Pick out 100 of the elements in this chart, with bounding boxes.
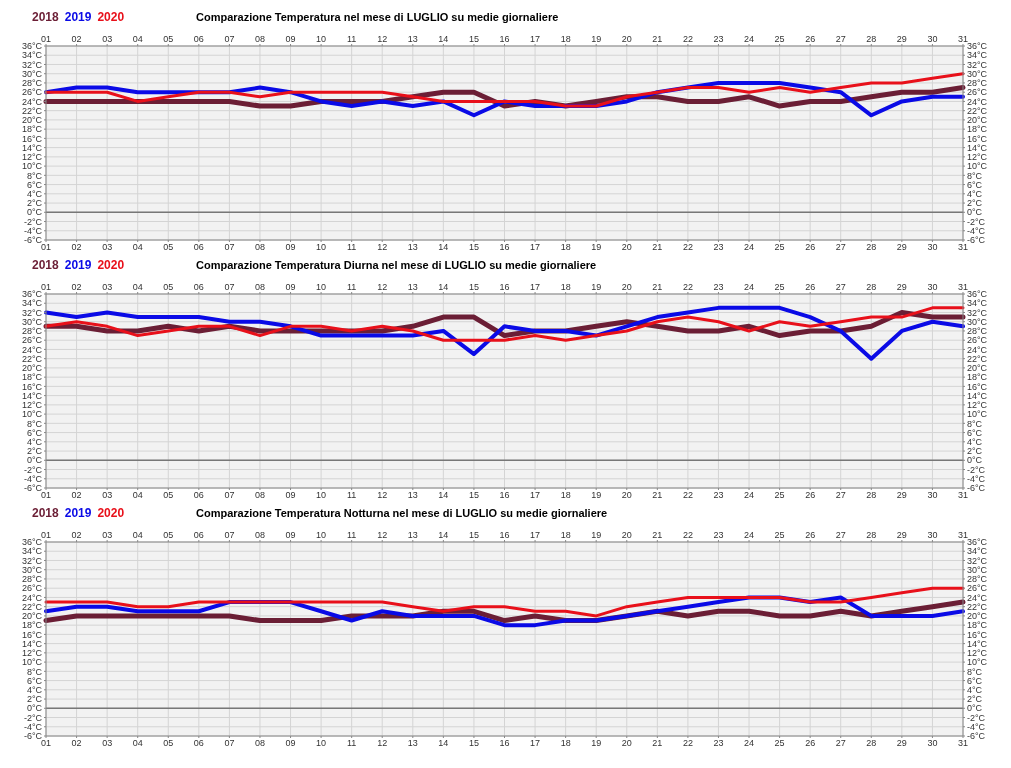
category-label: 20: [621, 490, 632, 501]
y2-tick-label: 24°C: [967, 96, 988, 107]
x-tick-label: 28: [866, 34, 877, 44]
x-tick-label: 16: [499, 282, 510, 292]
x-tick-label: 11: [346, 530, 357, 540]
y2-tick-label: 36°C: [967, 289, 988, 300]
category-label: 03: [102, 490, 113, 501]
y2-tick-label: 16°C: [967, 629, 988, 640]
text: 2018: [32, 10, 59, 24]
chart-title: Comparazione Temperatura Notturna nel mese di LUGLIO su medie giornaliere: [196, 507, 608, 519]
y-tick-label: 10°C: [21, 409, 43, 420]
y2-tick-label: 20°C: [967, 363, 988, 374]
text: 2019: [64, 258, 92, 272]
category-label: 16: [499, 242, 510, 253]
y2-tick-label: 26°C: [967, 583, 988, 594]
category-label: 18: [560, 738, 571, 749]
y-tick-label: 18°C: [21, 372, 43, 383]
y-tick-label: 8°C: [26, 170, 43, 181]
y-tick-label: 16°C: [21, 629, 43, 640]
category-label: 14: [438, 738, 449, 749]
category-label: 30: [927, 490, 938, 501]
category-label: 15: [468, 490, 479, 501]
category-label: 05: [163, 490, 174, 501]
y2-tick-label: 2°C: [967, 694, 983, 705]
category-label: 30: [927, 242, 938, 253]
category-label: 13: [407, 490, 418, 501]
category-label: 28: [866, 738, 877, 749]
category-label: 09: [285, 242, 296, 253]
category-label: 23: [713, 738, 724, 749]
x-tick-label: 17: [530, 530, 541, 540]
category-label: 02: [71, 242, 82, 253]
chart-title: Comparazione Temperatura nel mese di LUGLIO su medie giornaliere: [196, 11, 559, 23]
x-tick-label: 06: [193, 34, 204, 44]
x-tick-label: 23: [713, 34, 724, 44]
category-label: 11: [346, 490, 357, 501]
x-tick-label: 12: [377, 530, 388, 540]
category-label: 19: [591, 242, 602, 253]
category-label: 24: [744, 242, 755, 253]
y2-tick-label: 18°C: [967, 372, 988, 383]
category-label: 16: [499, 738, 510, 749]
y2-tick-label: -2°C: [967, 216, 986, 227]
y-tick-label: 16°C: [21, 381, 43, 392]
x-tick-label: 13: [407, 530, 418, 540]
x-tick-label: 15: [468, 282, 479, 292]
y2-tick-label: 12°C: [967, 648, 988, 659]
text: 2020: [97, 10, 125, 24]
x-tick-label: 15: [468, 530, 479, 540]
y2-tick-label: 32°C: [967, 59, 988, 70]
y2-tick-label: 8°C: [967, 170, 983, 181]
x-tick-label: 26: [805, 34, 816, 44]
category-label: 24: [744, 490, 755, 501]
y2-tick-label: 22°C: [967, 601, 988, 612]
x-tick-label: 07: [224, 34, 235, 44]
x-tick-label: 27: [835, 530, 846, 540]
x-tick-label: 20: [621, 34, 632, 44]
y2-tick-label: 2°C: [967, 446, 983, 457]
x-tick-label: 09: [285, 530, 296, 540]
y2-tick-label: 6°C: [967, 179, 983, 190]
category-label: 18: [560, 490, 571, 501]
x-tick-label: 27: [835, 34, 846, 44]
y2-tick-label: -6°C: [967, 235, 986, 246]
y2-tick-label: 8°C: [967, 666, 983, 677]
x-tick-label: 24: [744, 530, 755, 540]
category-label: 25: [774, 490, 785, 501]
y2-tick-label: 24°C: [967, 592, 988, 603]
category-label: 08: [254, 738, 265, 749]
y-tick-label: 24°C: [21, 96, 43, 107]
x-tick-label: 02: [71, 282, 82, 292]
x-tick-label: 10: [316, 282, 327, 292]
category-label: 21: [652, 738, 663, 749]
x-tick-label: 07: [224, 530, 235, 540]
category-label: 12: [377, 242, 388, 253]
x-tick-label: 17: [530, 282, 541, 292]
category-label: 12: [377, 738, 388, 749]
x-tick-label: 14: [438, 530, 449, 540]
y2-tick-label: 24°C: [967, 344, 988, 355]
category-label: 23: [713, 490, 724, 501]
category-label: 10: [316, 738, 327, 749]
y-tick-label: 28°C: [21, 574, 43, 585]
x-tick-label: 03: [102, 530, 113, 540]
category-label: 21: [652, 490, 663, 501]
x-tick-label: 26: [805, 282, 816, 292]
x-tick-label: 05: [163, 34, 174, 44]
x-tick-label: 23: [713, 282, 724, 292]
y-tick-label: 20°C: [21, 363, 43, 374]
y-tick-label: 12°C: [21, 400, 43, 411]
x-tick-label: 05: [163, 530, 174, 540]
y2-tick-label: 6°C: [967, 675, 983, 686]
x-tick-label: 21: [652, 530, 663, 540]
y-tick-label: 14°C: [21, 390, 43, 401]
y2-tick-label: 18°C: [967, 124, 988, 135]
y-tick-label: 34°C: [21, 546, 43, 557]
category-label: 31: [957, 242, 969, 253]
y-tick-label: 6°C: [26, 179, 43, 190]
y2-tick-label: 36°C: [967, 41, 988, 52]
category-label: 22: [682, 490, 693, 501]
category-label: 01: [40, 738, 52, 749]
y2-tick-label: 22°C: [967, 105, 988, 116]
line-series: [44, 586, 965, 618]
y-tick-label: 0°C: [26, 703, 43, 714]
